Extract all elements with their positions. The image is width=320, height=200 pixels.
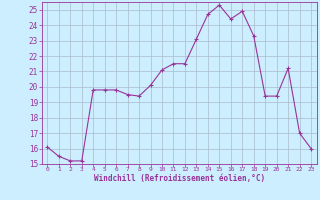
X-axis label: Windchill (Refroidissement éolien,°C): Windchill (Refroidissement éolien,°C) xyxy=(94,174,265,183)
